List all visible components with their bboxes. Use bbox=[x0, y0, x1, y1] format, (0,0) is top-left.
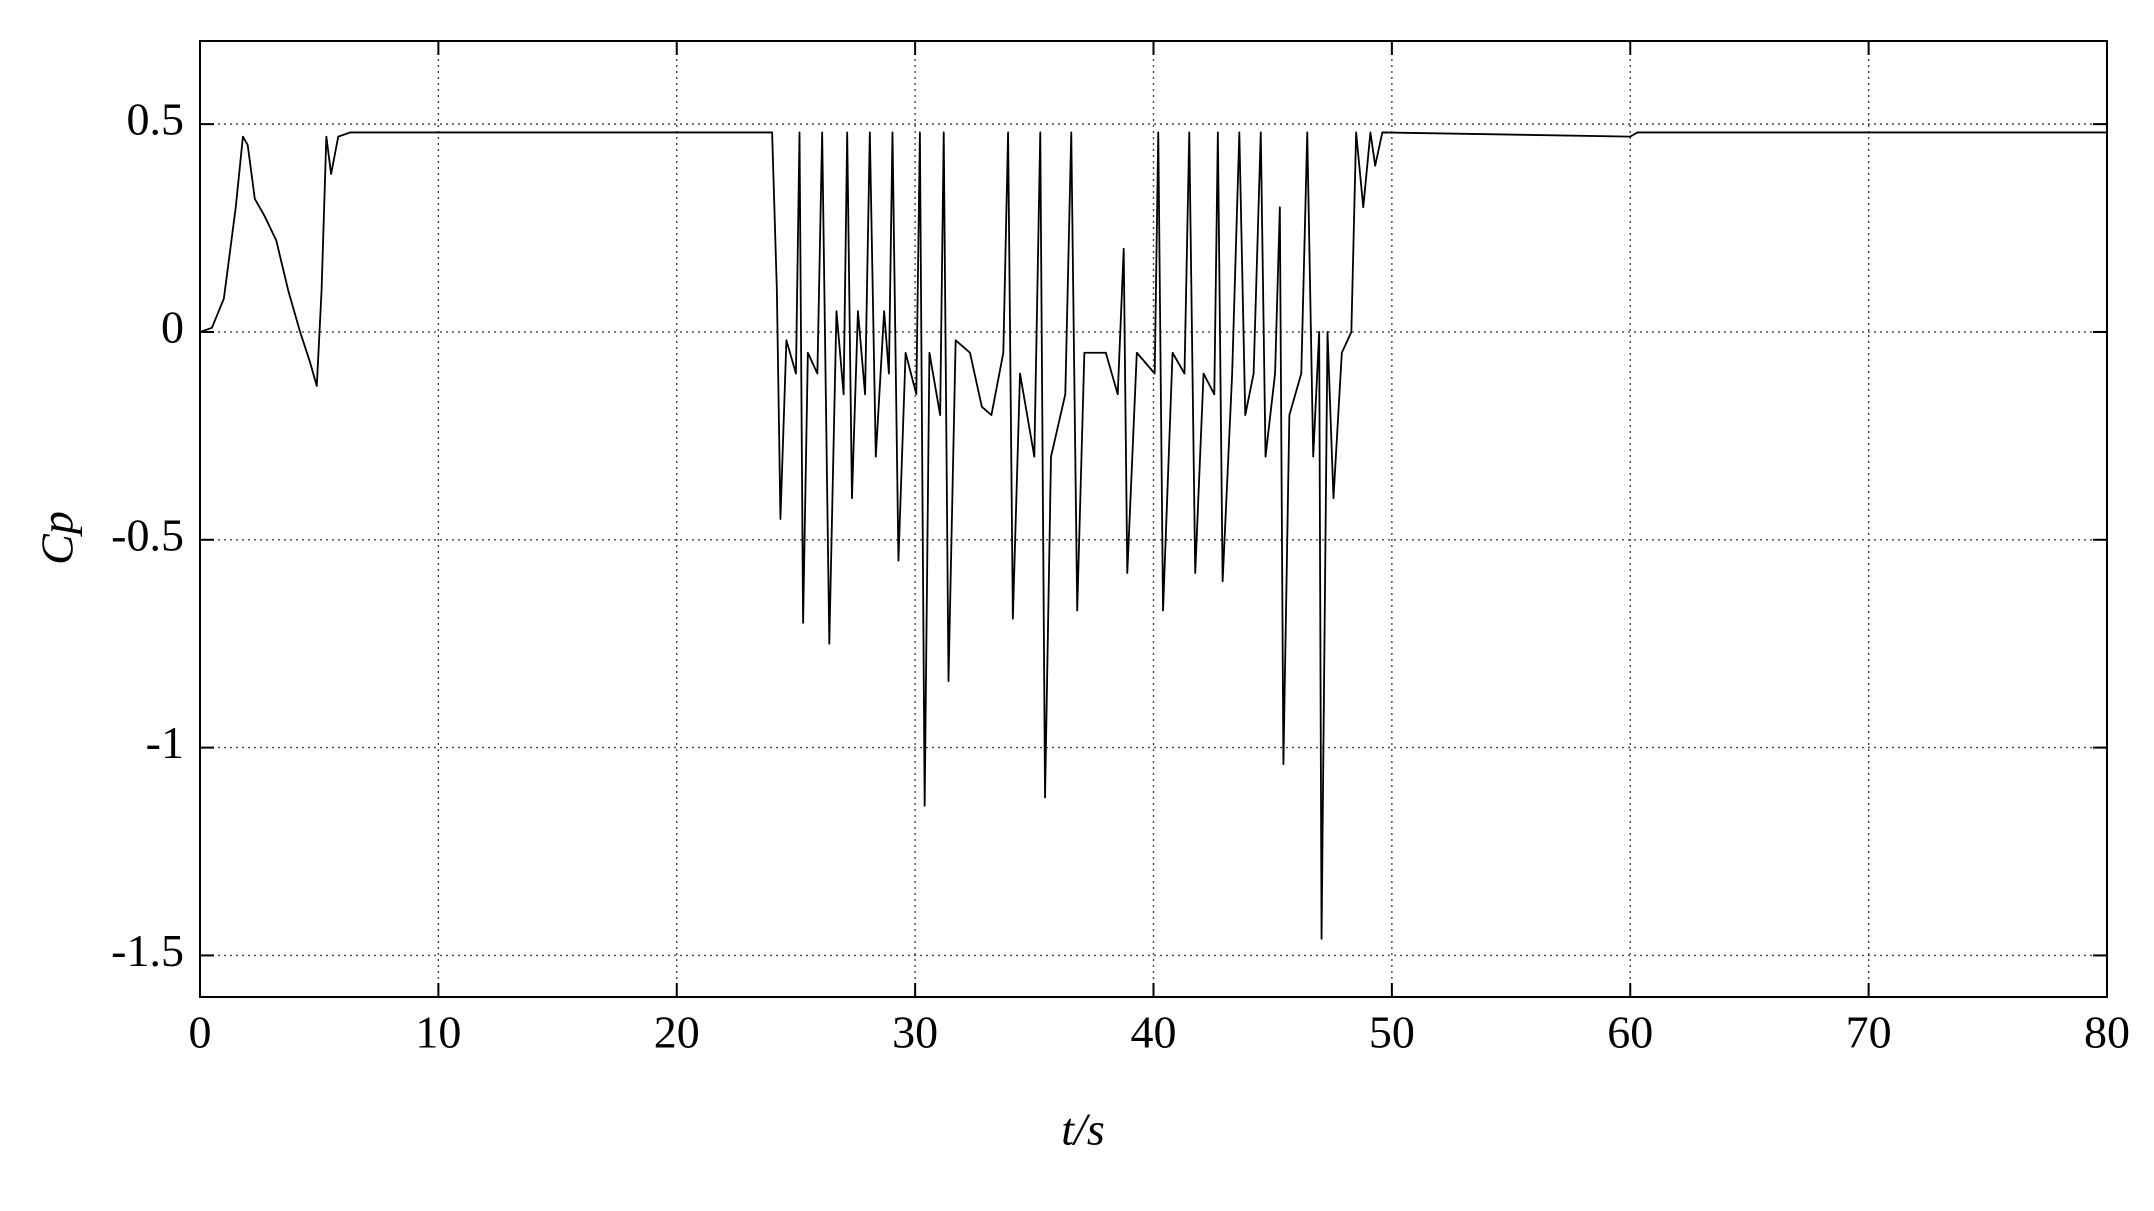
x-tick-label: 0 bbox=[189, 1007, 212, 1058]
y-tick-label: 0.5 bbox=[127, 94, 185, 145]
y-tick-label: -1 bbox=[146, 717, 184, 768]
plot-frame bbox=[199, 40, 2108, 998]
x-tick-label: 10 bbox=[415, 1007, 461, 1058]
data-line bbox=[199, 131, 2107, 940]
x-tick-label: 20 bbox=[654, 1007, 700, 1058]
y-tick-label: -1.5 bbox=[111, 925, 184, 976]
x-axis-label: t/s bbox=[1061, 1104, 1104, 1155]
x-tick-label: 60 bbox=[1607, 1007, 1653, 1058]
x-tick-label: 80 bbox=[2084, 1007, 2130, 1058]
y-tick-label: -0.5 bbox=[111, 509, 184, 560]
x-tick-label: 70 bbox=[1846, 1007, 1892, 1058]
x-tick-label: 50 bbox=[1369, 1007, 1415, 1058]
y-axis-label: Cp bbox=[32, 511, 83, 565]
x-tick-label: 40 bbox=[1131, 1007, 1177, 1058]
y-tick-label: 0 bbox=[161, 302, 184, 353]
x-tick-label: 30 bbox=[892, 1007, 938, 1058]
